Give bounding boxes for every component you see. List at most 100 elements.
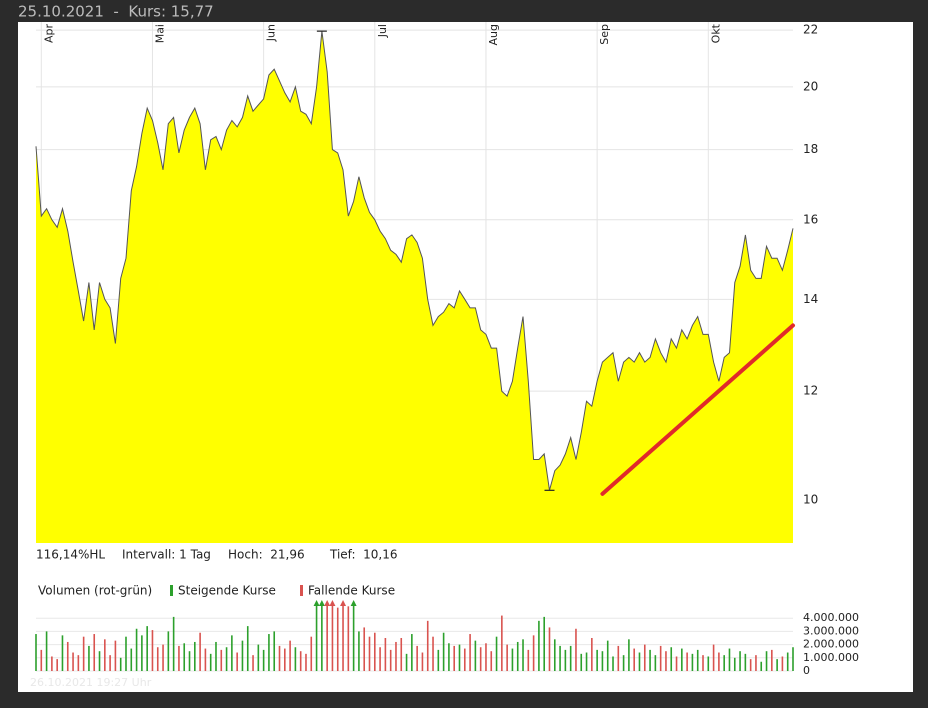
overflow-marker [318, 600, 325, 606]
y-tick-label: 10 [803, 492, 818, 506]
info: Tief: 10,16 [329, 548, 398, 562]
volume-bar [612, 656, 614, 671]
volume-bar [601, 651, 604, 671]
volume-bar [167, 631, 170, 671]
x-tick-label: Mai [153, 24, 166, 43]
volume-bar [707, 656, 710, 671]
y-tick-label: 16 [803, 212, 818, 226]
volume-bar [718, 652, 720, 671]
volume-bar [268, 634, 270, 671]
volume-bar [363, 627, 366, 671]
volume-bar [723, 655, 725, 671]
volume-bar [262, 649, 265, 671]
y-tick-label: 0 [803, 664, 810, 677]
volume-bar [395, 641, 397, 671]
volume-bar [135, 628, 138, 671]
volume-bar [358, 631, 360, 671]
volume-bar [538, 620, 540, 671]
volume-bar [654, 655, 657, 671]
volume-title: Volumen (rot-grün) [38, 584, 152, 598]
volume-bar [421, 652, 424, 671]
volume-bar [389, 649, 392, 671]
volume-bar [51, 656, 53, 671]
volume-bar [379, 647, 381, 671]
volume-bar [744, 653, 747, 671]
volume-bar [776, 659, 778, 671]
header: 25.10.2021 - Kurs: 15,77 [18, 3, 214, 21]
volume-bar [469, 634, 471, 671]
y-tick-label: 14 [803, 292, 818, 306]
trend-line [600, 323, 795, 496]
volume-bar [146, 626, 148, 671]
x-tick-label: Okt [709, 23, 722, 43]
volume-bar [659, 645, 662, 671]
volume-bar [765, 651, 768, 671]
volume-bar [585, 652, 588, 671]
volume-bar [501, 615, 503, 671]
volume-bar [675, 656, 678, 671]
legend-label: Fallende Kurse [308, 584, 395, 598]
volume-bar [733, 657, 736, 671]
volume-bar [516, 641, 519, 671]
volume-bar [299, 651, 302, 671]
volume-bar [792, 647, 794, 671]
volume-bar [485, 643, 487, 671]
volume-bar [416, 645, 418, 671]
overflow-marker [350, 600, 357, 606]
volume-bar [495, 636, 498, 671]
volume-bar [458, 644, 461, 671]
volume-bar [252, 655, 254, 671]
volume-bar [426, 620, 429, 671]
area [36, 31, 793, 543]
y-tick-label: 2.000.000 [803, 638, 859, 651]
volume-bar [183, 643, 186, 671]
volume-bar [45, 631, 48, 671]
volume-bar [326, 605, 328, 671]
volume-bar [352, 605, 355, 671]
volume-bar [712, 644, 715, 671]
volume-bar [463, 648, 466, 671]
volume-bar [82, 636, 85, 671]
volume-bar [442, 632, 445, 671]
volume-bar [178, 645, 180, 671]
volume-bar [400, 638, 403, 671]
volume-bar [786, 652, 789, 671]
volume-bar [284, 648, 286, 671]
volume-bar [119, 657, 122, 671]
volume-bar [305, 653, 307, 671]
volume-bar [559, 645, 561, 671]
volume-bar [628, 639, 630, 671]
volume-bar [35, 634, 37, 671]
volume-bar [686, 652, 688, 671]
volume-bar [98, 651, 101, 671]
volume-bar [691, 653, 694, 671]
volume-bar [310, 636, 313, 671]
volume-bar [617, 645, 620, 671]
y-tick-label: 12 [803, 384, 818, 398]
volume-bar [781, 656, 784, 671]
volume-bar [204, 648, 207, 671]
volume-bar [474, 640, 477, 671]
info: 116,14%HL [36, 548, 105, 562]
volume-bar [643, 644, 646, 671]
volume-bar [236, 652, 238, 671]
y-tick-label: 1.000.000 [803, 651, 859, 664]
volume-bar [564, 649, 567, 671]
overflow-marker [313, 600, 320, 606]
volume-bar [633, 648, 635, 671]
volume-bar [606, 640, 609, 671]
volume-bar [479, 647, 482, 671]
volume-bar [294, 647, 297, 671]
volume-bar [702, 655, 704, 671]
volume-bar [273, 631, 276, 671]
volume-bar [453, 645, 456, 671]
volume-bar [125, 636, 127, 671]
volume-bar [151, 630, 154, 671]
volume-bar [384, 638, 387, 671]
volume-bar [432, 636, 434, 671]
volume-bar [188, 651, 191, 671]
volume-bar [66, 641, 69, 671]
volume-bar [448, 643, 450, 671]
volume-bar [72, 652, 74, 671]
